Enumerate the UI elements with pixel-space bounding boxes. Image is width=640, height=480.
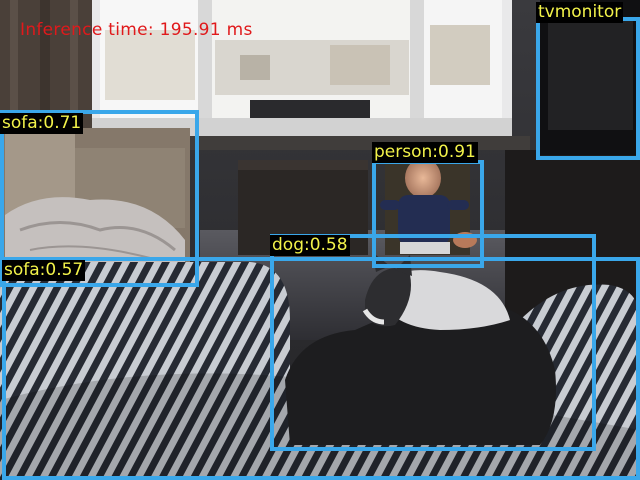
detection-box-sofa-upper: [0, 110, 199, 287]
detection-box-tvmonitor: [536, 17, 640, 160]
detection-box-dog: [270, 234, 596, 451]
detection-box-sofa-foreground: [2, 257, 640, 480]
inference-time-text: Inference time: 195.91 ms: [20, 20, 253, 40]
detection-label-dog: dog:0.58: [270, 235, 350, 256]
detection-label-sofa-upper: sofa:0.71: [0, 113, 84, 134]
detection-label-person: person:0.91: [372, 142, 478, 163]
detection-label-sofa-foreground: sofa:0.57: [2, 260, 86, 281]
detection-label-tvmonitor: tvmonitor: [536, 2, 624, 23]
